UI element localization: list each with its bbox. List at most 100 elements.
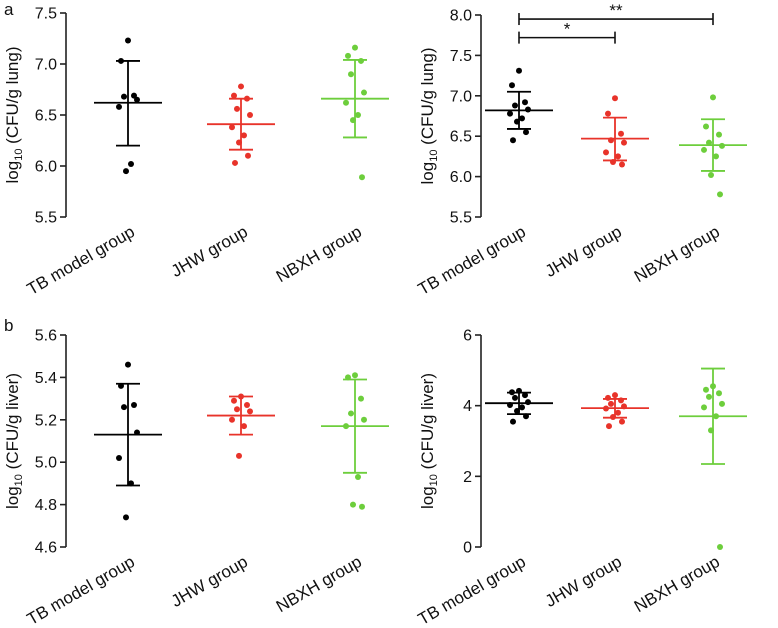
data-point (361, 89, 367, 96)
data-point (355, 474, 361, 481)
data-point (608, 400, 614, 407)
y-axis-title-main: log (3, 161, 22, 184)
data-point (247, 408, 253, 415)
y-tick-label: 7.0 (450, 88, 472, 105)
data-point (701, 146, 707, 153)
data-point (612, 95, 618, 102)
y-axis-title-main: log (3, 486, 22, 509)
data-point (343, 423, 349, 430)
data-point (713, 413, 719, 420)
data-point (603, 149, 609, 156)
data-point (713, 153, 719, 160)
y-axis-title-main: log (418, 486, 437, 509)
data-point (245, 152, 251, 159)
data-point (236, 452, 242, 459)
data-point (509, 389, 515, 396)
y-tick-label: 6.5 (35, 108, 57, 125)
data-point (507, 110, 513, 117)
data-point (234, 105, 240, 112)
data-point (116, 454, 122, 461)
data-point (121, 404, 127, 411)
y-axis-title-subscript: 10 (13, 474, 25, 486)
y-tick-label: 7.0 (35, 57, 57, 74)
data-point (355, 112, 361, 118)
data-point (706, 393, 712, 400)
data-point (116, 103, 122, 110)
data-point (701, 404, 707, 411)
y-tick-label: 4.6 (35, 540, 57, 557)
data-point (118, 57, 124, 64)
data-point (234, 406, 240, 413)
data-point (343, 99, 349, 106)
data-point (131, 401, 137, 408)
data-point (128, 160, 134, 167)
data-point (610, 159, 616, 166)
data-point (717, 191, 723, 198)
data-point (716, 390, 722, 397)
y-tick-label: 4 (463, 398, 472, 415)
data-point (238, 393, 244, 400)
y-axis-title-main: log (418, 162, 437, 185)
category-label: JHW group (542, 552, 625, 611)
y-tick-label: 4.8 (35, 497, 57, 514)
data-point (512, 394, 518, 401)
data-point (523, 413, 529, 420)
y-axis-title-unit: (CFU/g lung) (418, 48, 437, 150)
data-point (516, 67, 522, 74)
data-point (134, 429, 140, 436)
data-point (244, 95, 250, 102)
data-point (525, 106, 531, 113)
data-point (128, 480, 134, 487)
data-point (719, 142, 725, 149)
y-tick-label: 5.0 (35, 455, 57, 472)
data-point (615, 153, 621, 160)
data-point (241, 423, 247, 430)
data-point (359, 503, 365, 510)
y-tick-label: 5.5 (450, 210, 472, 227)
data-point (708, 171, 714, 178)
y-axis-title-subscript: 10 (428, 474, 440, 486)
y-axis-title-unit: (CFU/g lung) (3, 47, 22, 149)
y-tick-label: 6 (463, 328, 472, 345)
data-point (361, 416, 367, 423)
data-point (603, 405, 609, 412)
data-point (244, 401, 250, 408)
data-point (350, 117, 356, 124)
y-tick-label: 6.0 (35, 159, 57, 176)
data-point (610, 413, 616, 420)
data-point (241, 132, 247, 139)
significance-label: * (564, 20, 571, 39)
category-label: NBXH group (631, 552, 723, 616)
data-point (509, 82, 515, 89)
y-tick-label: 7.5 (450, 48, 472, 65)
data-point (618, 130, 624, 137)
data-point (608, 137, 614, 144)
y-tick-label: 6.5 (450, 129, 472, 146)
data-point (121, 93, 127, 100)
data-point (345, 52, 351, 59)
data-point (238, 83, 244, 90)
data-point (123, 168, 129, 175)
data-point (350, 501, 356, 508)
data-point (612, 392, 618, 399)
data-point (523, 129, 529, 136)
data-point (125, 361, 131, 368)
y-tick-label: 5.6 (35, 328, 57, 345)
y-axis-title-unit: (CFU/g liver) (418, 373, 437, 474)
category-label: TB model group (415, 552, 529, 628)
y-tick-label: 5.5 (35, 210, 57, 227)
data-point (229, 416, 235, 423)
data-point (358, 57, 364, 64)
data-point (352, 372, 358, 379)
data-point (352, 44, 358, 51)
data-point (716, 131, 722, 138)
panel-label-b: b (4, 316, 14, 335)
data-point (514, 407, 520, 414)
data-point (703, 123, 709, 130)
y-axis-title-subscript: 10 (428, 150, 440, 162)
data-point (236, 139, 242, 146)
